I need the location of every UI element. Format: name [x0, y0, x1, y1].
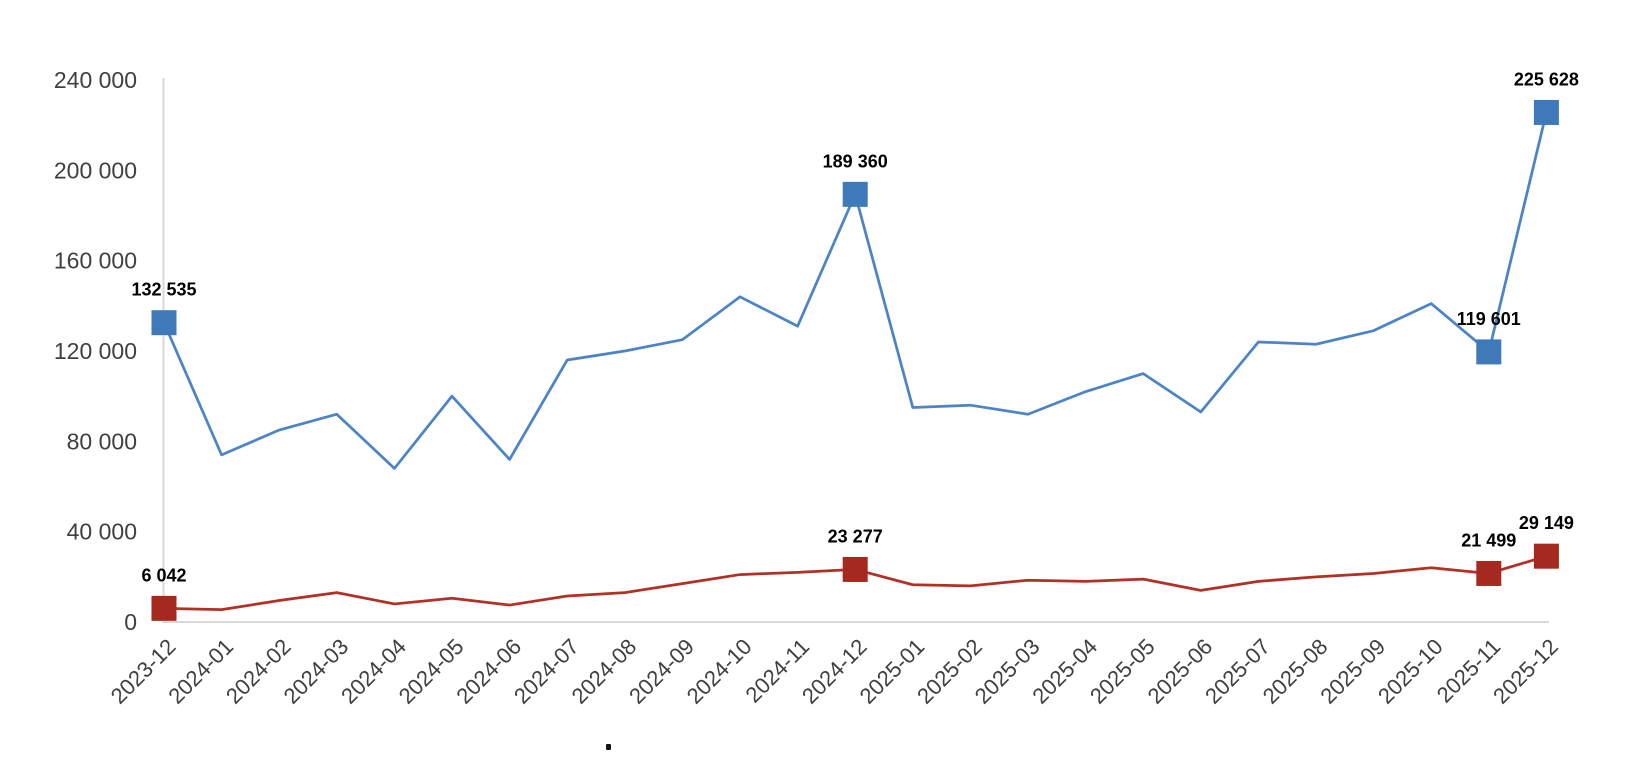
x-axis-tick-label: 2024-10 [682, 634, 757, 709]
series-blue-data-label: 225 628 [1514, 69, 1579, 89]
y-axis-tick-label: 80 000 [67, 428, 137, 454]
bottom-edge-cutoff-dot [606, 744, 611, 750]
series-red-data-label: 21 499 [1461, 530, 1516, 550]
series-blue-data-label: 132 535 [131, 280, 196, 300]
series-blue-marker [1476, 339, 1502, 365]
x-axis-tick-label: 2025-10 [1373, 634, 1448, 709]
series-red-marker [1476, 560, 1502, 586]
series-blue-data-label: 119 601 [1457, 309, 1521, 329]
y-axis-tick-label: 0 [124, 609, 137, 635]
y-axis-tick-label: 240 000 [54, 67, 137, 93]
series-blue-marker [1533, 99, 1559, 125]
y-axis-tick-label: 160 000 [54, 248, 137, 274]
series-red-data-label: 6 042 [141, 565, 186, 585]
y-axis-tick-label: 120 000 [54, 338, 137, 364]
series-red-data-label: 29 149 [1519, 513, 1574, 533]
y-axis-tick-label: 40 000 [67, 519, 137, 545]
series-blue-marker [151, 310, 177, 336]
series-red-data-label: 23 277 [828, 526, 883, 546]
x-axis-tick-label: 2025-12 [1488, 634, 1563, 709]
series-blue-marker [842, 181, 868, 207]
series-red-marker [151, 595, 177, 621]
series-red-marker [1533, 543, 1559, 569]
series-blue-data-label: 189 360 [823, 151, 888, 171]
y-axis-tick-label: 200 000 [54, 157, 137, 183]
series-red-marker [842, 556, 868, 582]
